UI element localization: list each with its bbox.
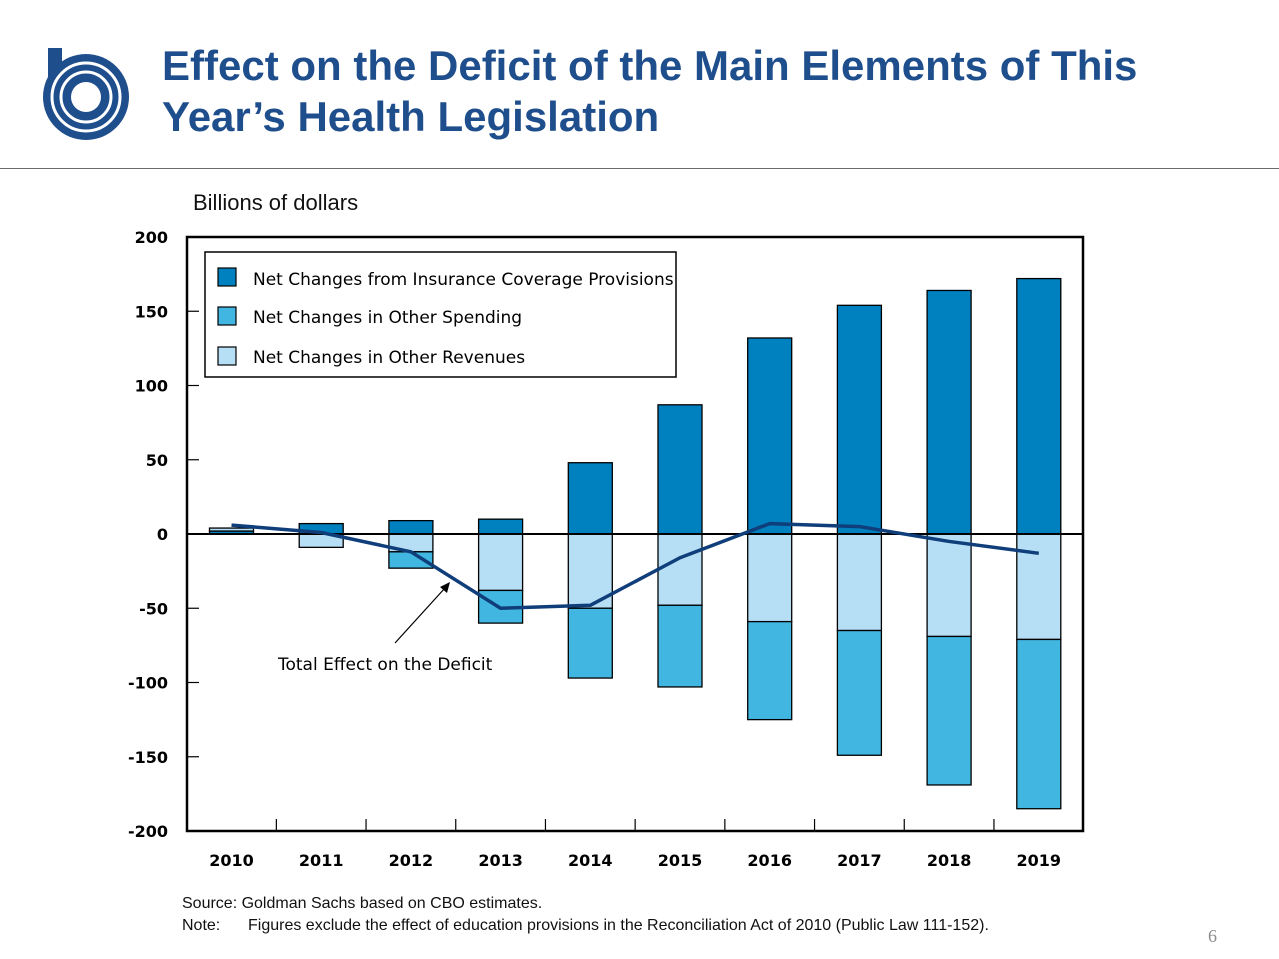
source-line: Source: Goldman Sachs based on CBO estim… <box>182 895 543 912</box>
y-tick-label: -50 <box>139 599 168 618</box>
legend-swatch-other-revenues <box>217 346 237 366</box>
legend-label-other-spending: Net Changes in Other Spending <box>253 308 522 328</box>
slide-title: Effect on the Deficit of the Main Elemen… <box>162 42 1138 140</box>
bar-other-revenues-2017 <box>836 533 883 632</box>
bar-insurance-2016 <box>747 337 793 535</box>
legend-label-other-revenues: Net Changes in Other Revenues <box>253 348 525 368</box>
plot-frame <box>185 235 1085 833</box>
y-tick-label: 50 <box>146 451 168 470</box>
legend-swatch-insurance <box>217 267 237 287</box>
slide-header: Effect on the Deficit of the Main Elemen… <box>0 0 1279 170</box>
page-number: 6 <box>1208 926 1217 946</box>
x-tick-label: 2010 <box>209 851 254 870</box>
annotation-arrowhead <box>440 582 450 593</box>
bar-other-revenues-2015 <box>657 533 703 606</box>
bar-insurance-2013 <box>477 518 524 535</box>
x-tick-label: 2018 <box>927 851 972 870</box>
note-line: Note: Figures exclude the effect of educa… <box>182 915 989 937</box>
bar-other-spending-2017 <box>836 629 883 756</box>
legend: Net Changes from Insurance Coverage Prov… <box>204 251 677 378</box>
y-tick-label: -200 <box>128 822 168 841</box>
chart-notes: Source: Goldman Sachs based on CBO estim… <box>182 893 989 937</box>
bar-other-spending-2014 <box>567 607 613 679</box>
deficit-chart: Billions of dollars 200 150 100 50 0 -50 -100 -… <box>128 190 1085 870</box>
y-tick-label: -100 <box>128 674 168 693</box>
bar-other-spending-2019 <box>1016 638 1062 810</box>
annotation-label: Total Effect on the Deficit <box>277 655 493 675</box>
header-divider <box>0 168 1279 169</box>
legend-box <box>204 251 677 378</box>
y-tick-label: 150 <box>135 302 168 321</box>
bar-insurance-2014 <box>567 462 613 535</box>
bar-insurance-2018 <box>926 289 972 535</box>
note-text: Figures exclude the effect of education … <box>248 917 989 934</box>
y-unit-label: Billions of dollars <box>193 190 358 215</box>
total-effect-annotation: Total Effect on the Deficit <box>277 582 493 675</box>
legend-swatch-other-spending <box>217 306 237 326</box>
total-effect-line <box>231 521 1040 610</box>
y-tick-label: 100 <box>135 377 168 396</box>
x-tick-label: 2019 <box>1017 851 1062 870</box>
x-tick-label: 2011 <box>299 851 344 870</box>
bar-other-revenues-2010 <box>208 527 255 532</box>
bar-other-revenues-2018 <box>926 533 972 638</box>
y-tick-label: 200 <box>135 228 168 247</box>
bar-insurance-2019 <box>1016 277 1062 535</box>
x-tick-label: 2015 <box>658 851 703 870</box>
y-tick-label: -150 <box>128 748 168 767</box>
bar-other-revenues-2016 <box>747 533 793 623</box>
bar-other-spending-2018 <box>926 635 972 786</box>
bar-other-spending-2015 <box>657 604 703 688</box>
legend-label-insurance: Net Changes from Insurance Coverage Prov… <box>253 270 674 290</box>
note-label: Note: <box>182 917 221 934</box>
bar-insurance-2015 <box>657 404 703 535</box>
annotation-arrow <box>394 587 446 644</box>
x-tick-label: 2016 <box>747 851 792 870</box>
x-tick-label: 2012 <box>389 851 434 870</box>
bar-insurance-2017 <box>836 304 883 535</box>
y-tick-label: 0 <box>157 525 168 544</box>
x-tick-label: 2013 <box>478 851 523 870</box>
bar-insurance-2012 <box>388 519 434 535</box>
bar-other-spending-2016 <box>747 620 793 721</box>
bar-other-revenues-2013 <box>477 533 524 592</box>
x-tick-label: 2017 <box>837 851 882 870</box>
x-tick-label: 2014 <box>568 851 613 870</box>
cbo-logo-icon <box>43 48 129 140</box>
